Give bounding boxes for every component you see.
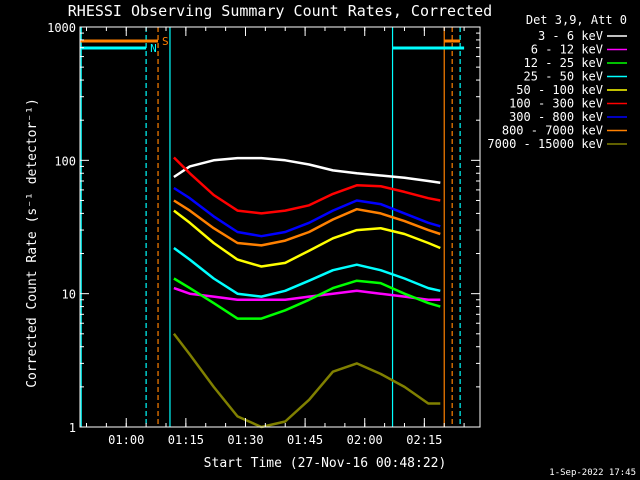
y-tick-label-0: 1: [69, 421, 76, 435]
y-tick-label-3: 1000: [47, 21, 76, 35]
y-tick-label-1: 10: [62, 288, 76, 302]
legend-label-6: 300 - 800 keV: [509, 110, 603, 124]
series-line-8: [172, 333, 441, 429]
y-tick-label-2: 100: [54, 154, 76, 168]
state-bar-label-0: N: [150, 42, 157, 55]
series-line-5: [173, 156, 441, 215]
state-bar-label-2: S: [162, 35, 169, 48]
legend-label-3: 25 - 50 keV: [524, 70, 603, 84]
x-tick-label-4: 02:00: [347, 433, 383, 447]
legend-label-2: 12 - 25 keV: [524, 56, 603, 70]
y-axis-label: Corrected Count Rate (s⁻¹ detector⁻¹): [25, 98, 40, 388]
legend-header: Det 3,9, Att 0: [526, 13, 627, 27]
x-tick-label-1: 01:15: [168, 433, 204, 447]
axes: 1 10 100 1000 01:00 01:15 01:30 01:45 02:00 02:15: [47, 21, 480, 447]
x-tick-label-5: 02:15: [406, 433, 442, 447]
x-tick-label-0: 01:00: [108, 433, 144, 447]
footer-timestamp: 1-Sep-2022 17:45: [549, 468, 636, 478]
series-line-4: [173, 209, 441, 268]
legend-label-0: 3 - 6 keV: [538, 29, 603, 43]
series-line-6: [173, 186, 441, 238]
chart-title: RHESSI Observing Summary Count Rates, Co…: [68, 2, 492, 20]
x-axis-label: Start Time (27-Nov-16 00:48:22): [204, 456, 447, 471]
series-line-0: [173, 156, 441, 184]
plot-frame: [79, 26, 481, 428]
plot-data: NS: [80, 27, 465, 429]
legend-label-5: 100 - 300 keV: [509, 97, 603, 111]
legend-label-4: 50 - 100 keV: [516, 83, 603, 97]
legend-label-1: 6 - 12 keV: [531, 43, 603, 57]
series-line-2: [173, 277, 441, 320]
legend-label-8: 7000 - 15000 keV: [487, 137, 603, 151]
x-tick-label-3: 01:45: [287, 433, 323, 447]
x-tick-label-2: 01:30: [227, 433, 263, 447]
series-line-3: [173, 246, 441, 298]
series-line-7: [173, 199, 441, 247]
legend-label-7: 800 - 7000 keV: [502, 124, 603, 138]
series-line-1: [173, 286, 441, 302]
